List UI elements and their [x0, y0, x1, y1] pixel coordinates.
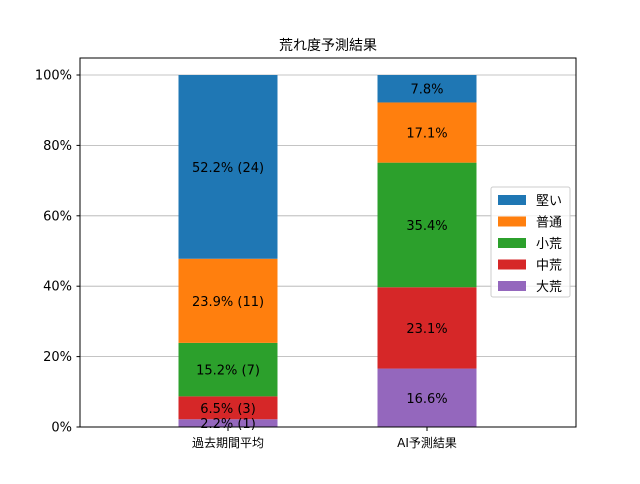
legend-label: 小荒 — [536, 237, 562, 252]
legend-label: 大荒 — [536, 280, 562, 295]
bar-segment — [178, 75, 278, 259]
legend-swatch — [498, 216, 526, 227]
bar-data-label: 2.2% (1) — [200, 417, 256, 432]
legend-swatch — [498, 195, 526, 205]
bar-segment — [377, 162, 477, 288]
y-tick-label: 60% — [43, 209, 72, 224]
bar-data-label: 17.1% — [406, 127, 447, 142]
bar-data-label: 7.8% — [410, 83, 443, 98]
bar-segment — [178, 419, 278, 427]
bar-segment — [377, 102, 477, 163]
y-tick-label: 100% — [35, 69, 72, 84]
bar-data-label: 23.9% (11) — [192, 295, 264, 310]
legend-label: 普通 — [536, 216, 562, 231]
legend-swatch — [498, 281, 526, 291]
y-tick-label: 20% — [43, 350, 72, 365]
legend-label: 堅い — [536, 194, 562, 209]
bar-segment — [178, 396, 278, 420]
x-tick-label: AI予測結果 — [397, 436, 457, 450]
bar-data-label: 6.5% (3) — [200, 402, 256, 417]
x-tick-label: 過去期間平均 — [192, 436, 264, 450]
legend-swatch — [498, 259, 526, 270]
legend-label: 中荒 — [536, 259, 562, 274]
bar-segment — [377, 368, 477, 427]
chart-title: 荒れ度予測結果 — [279, 38, 377, 54]
plot-frame — [79, 57, 577, 428]
bar-data-label: 23.1% — [406, 322, 447, 337]
y-tick-label: 80% — [43, 139, 72, 154]
bar-data-label: 52.2% (24) — [192, 161, 264, 176]
legend-swatch — [498, 238, 526, 248]
y-tick-label: 0% — [51, 421, 72, 436]
bar-segment — [377, 287, 477, 369]
y-tick-label: 40% — [43, 280, 72, 295]
bar-segment — [178, 342, 278, 397]
bar-data-label: 35.4% — [406, 219, 447, 234]
bar-data-label: 15.2% (7) — [196, 364, 260, 379]
bar-segment — [178, 258, 278, 343]
bar-data-label: 16.6% — [406, 392, 447, 407]
bar-segment — [377, 75, 477, 103]
